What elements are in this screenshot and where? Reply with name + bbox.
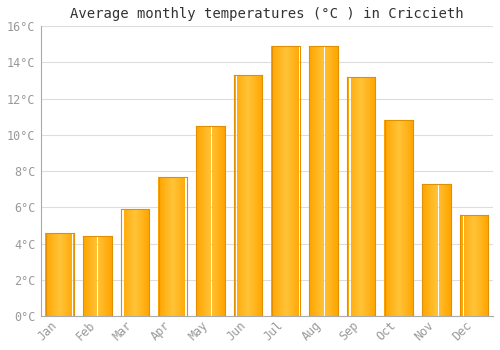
Title: Average monthly temperatures (°C ) in Criccieth: Average monthly temperatures (°C ) in Cr…: [70, 7, 464, 21]
